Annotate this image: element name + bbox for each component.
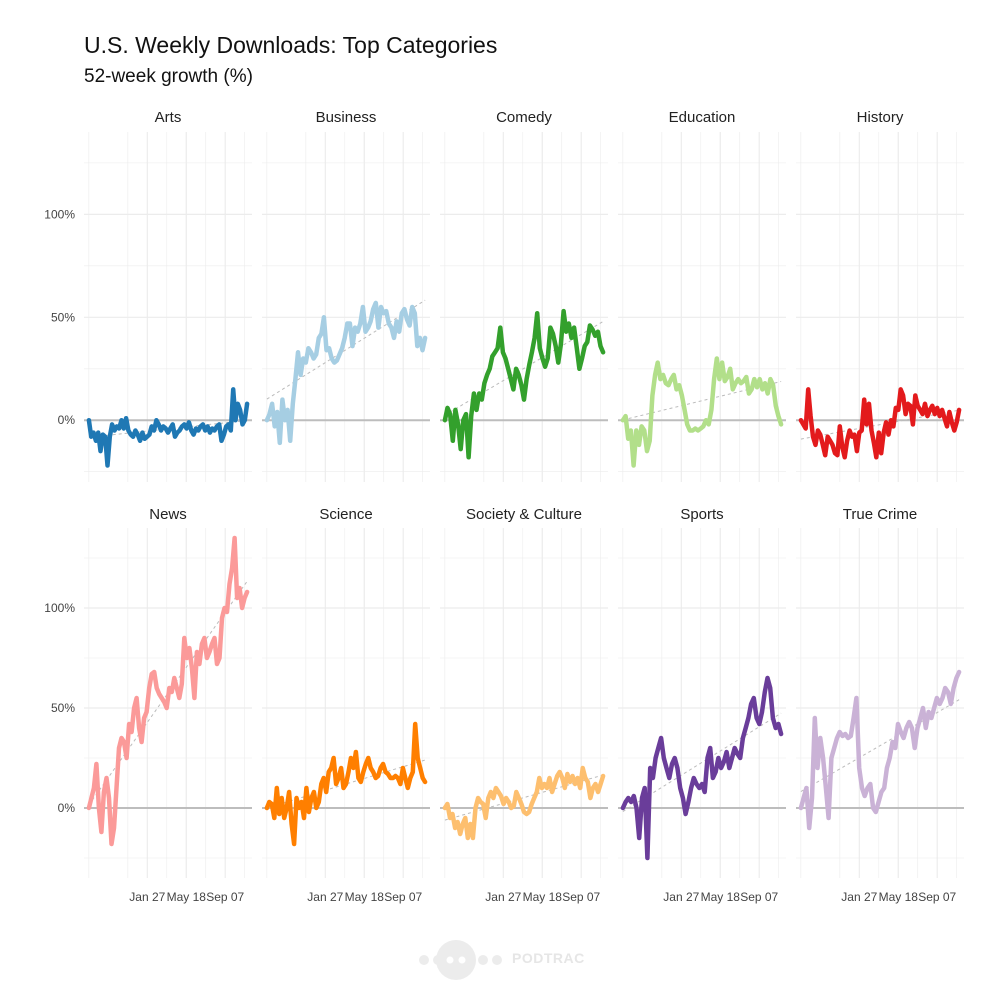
x-tick-label: Jan 27 (307, 890, 343, 904)
series-line-true-crime (798, 669, 962, 831)
panel-label-education: Education (669, 109, 736, 126)
panel-label-comedy: Comedy (496, 109, 552, 126)
series-line-society-culture (442, 765, 606, 841)
series-line-comedy (442, 308, 606, 460)
panel-label-arts: Arts (155, 109, 182, 126)
x-tick-label: Jan 27 (129, 890, 165, 904)
panel-label-business: Business (316, 109, 377, 126)
series-line-education (620, 356, 784, 468)
podtrac-logo-icon (419, 940, 502, 980)
panel-label-society-culture: Society & Culture (466, 506, 582, 523)
y-tick-label: 100% (44, 207, 75, 221)
y-tick-label: 0% (58, 413, 76, 427)
x-tick-label: May 18 (879, 890, 919, 904)
panel-label-history: History (857, 109, 904, 126)
x-tick-label: May 18 (523, 890, 563, 904)
series-line-science (264, 721, 428, 847)
x-tick-label: Jan 27 (485, 890, 521, 904)
x-tick-label: Jan 27 (841, 890, 877, 904)
x-tick-label: Jan 27 (663, 890, 699, 904)
y-tick-label: 100% (44, 601, 75, 615)
panel-label-science: Science (319, 506, 372, 523)
y-tick-label: 50% (51, 701, 75, 715)
series-line-arts (86, 387, 250, 468)
panel-label-true-crime: True Crime (843, 506, 917, 523)
y-tick-label: 0% (58, 801, 76, 815)
chart-title: U.S. Weekly Downloads: Top Categories (84, 32, 498, 58)
podtrac-logo: PODTRAC (416, 938, 586, 982)
x-tick-label: Sep 07 (206, 890, 244, 904)
series-line-business (264, 300, 428, 446)
x-tick-label: Sep 07 (918, 890, 956, 904)
series-line-news (86, 535, 250, 847)
chart-subtitle: 52-week growth (%) (84, 66, 253, 87)
y-tick-label: 50% (51, 310, 75, 324)
panel-label-sports: Sports (680, 506, 723, 523)
x-tick-label: Sep 07 (740, 890, 778, 904)
x-tick-label: Sep 07 (562, 890, 600, 904)
podtrac-logo-text: PODTRAC (512, 950, 585, 966)
x-tick-label: May 18 (701, 890, 741, 904)
chart-area: Arts 0% 50% 100% Business Comedy Education Hist… (44, 109, 964, 904)
x-tick-label: May 18 (167, 890, 207, 904)
series-line-sports (620, 675, 784, 861)
series-line-history (798, 387, 962, 460)
panel-label-news: News (149, 506, 187, 523)
x-tick-label: May 18 (345, 890, 385, 904)
x-tick-label: Sep 07 (384, 890, 422, 904)
